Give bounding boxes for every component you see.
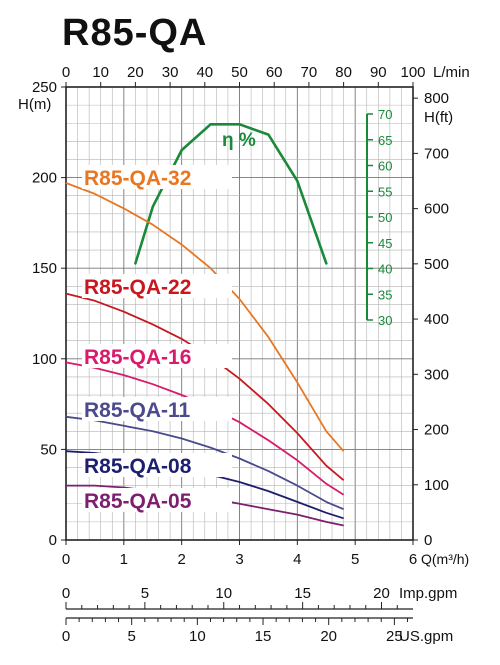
top-tick-label: 10: [92, 64, 109, 81]
top-tick-label: 60: [266, 64, 283, 81]
x-tick-label: 0: [62, 551, 70, 568]
top-tick-label: 0: [62, 64, 70, 81]
us-gpm-scale-tick-label: 20: [320, 628, 337, 645]
y-axis-label: H(m): [18, 96, 51, 113]
series-label-bg: [82, 274, 232, 298]
top-tick-label: 50: [231, 64, 248, 81]
series-labels: η % R85-QA-32 R85-QA-22 R85-QA-16 R85-QA-11 R…: [82, 130, 256, 513]
us-gpm-scale-tick-label: 10: [189, 628, 206, 645]
efficiency-tick-label: 50: [378, 210, 392, 225]
us-gpm-scale-tick-label: 15: [255, 628, 272, 645]
top-tick-label: 100: [400, 64, 425, 81]
imp-gpm-scale-tick-label: 15: [294, 585, 311, 602]
imp-gpm-scale-tick-label: 0: [62, 585, 70, 602]
top-tick-label: 40: [196, 64, 213, 81]
head-curve: [65, 415, 344, 511]
y-tick-label: 200: [32, 170, 57, 187]
efficiency-tick-label: 45: [378, 236, 392, 251]
series-label: R85-QA-05: [84, 490, 192, 513]
ft-axis-label: H(ft): [424, 109, 453, 126]
ft-tick-label: 0: [424, 532, 432, 549]
series-label-bg: [82, 397, 232, 421]
efficiency-axis: 30 35 40 45 50 55 60 65 70: [366, 107, 392, 328]
efficiency-tick-label: 65: [378, 133, 392, 148]
us-gpm-scale-tick-label: 25: [386, 628, 403, 645]
imp-gpm-scale-tick-label: 10: [215, 585, 232, 602]
top-tick-label: 20: [127, 64, 144, 81]
imp-gpm-scale-tick-label: 20: [373, 585, 390, 602]
series-label: R85-QA-32: [84, 167, 191, 190]
ft-tick-label: 600: [424, 201, 449, 218]
series-label: R85-QA-08: [84, 455, 192, 478]
y-tick-label: 150: [32, 260, 57, 277]
x-tick-label: 2: [177, 551, 185, 568]
ft-tick-label: 100: [424, 477, 449, 494]
ft-tick-label: 500: [424, 256, 449, 273]
ft-tick-label: 400: [424, 311, 449, 328]
series-label-bg: [82, 453, 232, 477]
ft-tick-label: 300: [424, 366, 449, 383]
x-axis-label: Q(m³/h): [421, 551, 469, 567]
efficiency-tick-label: 55: [378, 184, 392, 199]
x-tick-label: 5: [351, 551, 359, 568]
series-label: R85-QA-22: [84, 276, 191, 299]
x-tick-label: 3: [235, 551, 243, 568]
y-tick-label: 50: [40, 441, 57, 458]
top-axis-label: L/min: [433, 64, 470, 81]
imp-gpm-scale-label: Imp.gpm: [399, 585, 457, 602]
efficiency-tick-label: 70: [378, 107, 392, 122]
y-tick-label: 100: [32, 351, 57, 368]
x-tick-label: 1: [120, 551, 128, 568]
series-label-bg: [82, 165, 232, 189]
ft-tick-label: 200: [424, 422, 449, 439]
top-tick-label: 30: [162, 64, 179, 81]
top-tick-label: 80: [335, 64, 352, 81]
efficiency-tick-label: 30: [378, 313, 392, 328]
efficiency-tick-label: 40: [378, 262, 392, 277]
x-tick-label: 4: [293, 551, 301, 568]
efficiency-curve: [134, 123, 328, 265]
series-label: R85-QA-11: [84, 399, 191, 422]
top-tick-label: 70: [301, 64, 318, 81]
ft-tick-label: 700: [424, 145, 449, 162]
us-gpm-scale-tick-label: 0: [62, 628, 70, 645]
y-tick-label: 0: [49, 532, 57, 549]
us-gpm-scale-label: US.gpm: [399, 628, 453, 645]
tick-labels: 0 1 2 3 4 5 6 Q(m³/h)0 10 20 30 40 50 60 70 80 90 100 L/mi…: [18, 64, 470, 568]
efficiency-tick-label: 35: [378, 287, 392, 302]
x-tick-label: 6: [409, 551, 417, 568]
us-gpm-scale-tick-label: 5: [128, 628, 136, 645]
efficiency-tick-label: 60: [378, 159, 392, 174]
y-tick-label: 250: [32, 79, 57, 96]
series-label-bg: [82, 488, 232, 512]
chart-frame: [61, 82, 418, 545]
series-label: R85-QA-16: [84, 346, 191, 369]
efficiency-label: η %: [222, 130, 256, 151]
imp-gpm-scale-tick-label: 5: [141, 585, 149, 602]
top-tick-label: 90: [370, 64, 387, 81]
head-curve: [65, 182, 345, 452]
series-label-bg: [82, 344, 232, 368]
ft-tick-label: 800: [424, 90, 449, 107]
chart-title: R85-QA: [62, 12, 208, 54]
